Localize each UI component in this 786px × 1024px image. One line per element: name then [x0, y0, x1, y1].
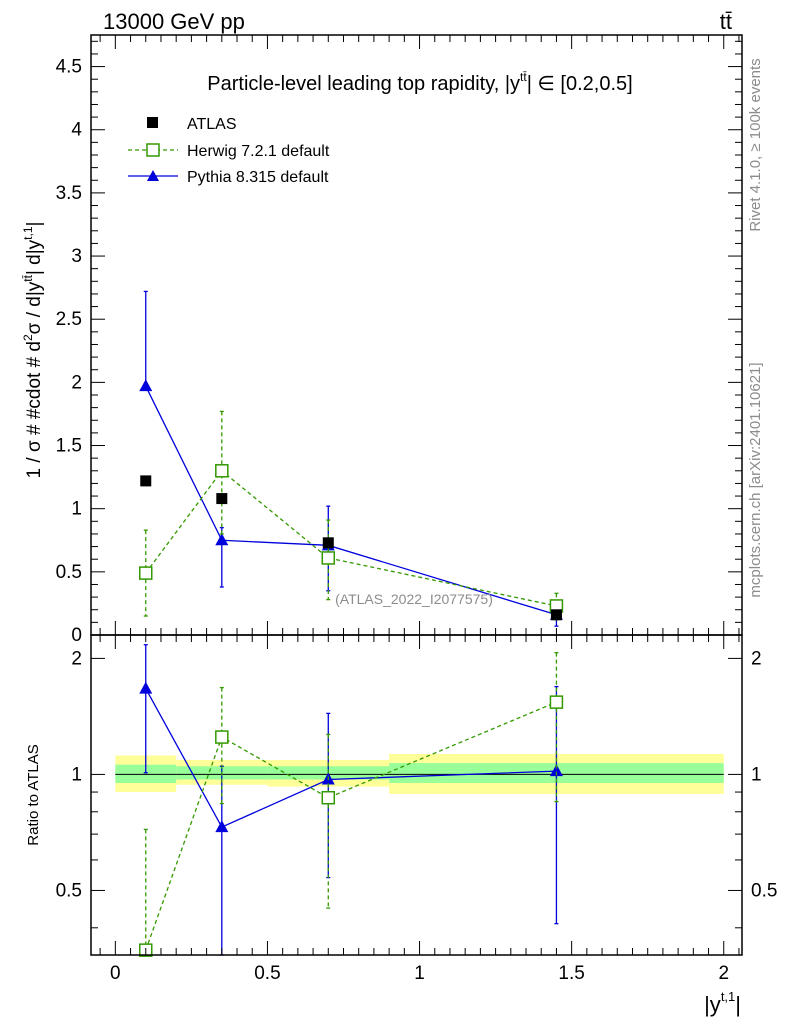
main-pythia-8-315-default-line — [145, 385, 557, 616]
ratio-plot-frame — [90, 634, 743, 956]
main-y-tick-label: 3 — [71, 246, 82, 267]
main-y-tick-label: 1 — [71, 499, 82, 520]
main-herwig-7-2-1-default-point — [215, 464, 229, 478]
main-y-tick-label: 2.5 — [56, 309, 82, 330]
ratio-y-tick-label: 1 — [71, 764, 82, 785]
ratio-herwig-7-2-1-default-point — [321, 790, 336, 805]
main-herwig-7-2-1-default-point — [139, 566, 153, 580]
main-atlas-point — [322, 537, 334, 549]
ratio-pythia-8-315-default-point — [215, 820, 229, 833]
x-tick-label: 1.5 — [558, 963, 584, 984]
main-y-tick-label: 2 — [71, 372, 82, 393]
x-tick-label: 0 — [110, 963, 121, 984]
ratio-herwig-7-2-1-default-point — [549, 695, 564, 709]
ratio-herwig-7-2-1-default-point — [215, 730, 229, 744]
main-pythia-8-315-default-point — [139, 379, 153, 392]
ratio-herwig-7-2-1-default-line — [145, 701, 557, 951]
main-y-tick-label: 0.5 — [56, 562, 82, 583]
x-tick-label: 0.5 — [254, 963, 280, 984]
ratio-pythia-8-315-default-point — [139, 681, 153, 694]
energy-label: 13000 GeV pp — [103, 9, 245, 34]
legend-pythia-marker — [147, 170, 159, 181]
ratio-y-tick-label: 2 — [71, 648, 82, 669]
main-plot-title: Particle-level leading top rapidity, |yt… — [207, 70, 632, 95]
ratio-y-tick-label-right: 2 — [751, 648, 762, 669]
legend: ATLAS Herwig 7.2.1 default Pythia 8.315 … — [128, 116, 330, 186]
main-herwig-7-2-1-default-line — [145, 469, 557, 607]
process-label: tt̄ — [720, 9, 732, 34]
main-y-tick-label: 4.5 — [56, 57, 82, 78]
legend-herwig-marker — [146, 143, 160, 157]
legend-herwig-label: Herwig 7.2.1 default — [187, 143, 330, 160]
ratio-plot-panel: 0.5 0.5 1 1 2 2 0 0.5 1 1.5 2 Ratio to ATLAS |yt,… — [25, 35, 777, 1017]
main-pythia-8-315-default-point — [215, 533, 229, 546]
rivet-label: Rivet 4.1.0, ≥ 100k events — [747, 58, 764, 231]
ratio-pythia-8-315-default-line — [145, 688, 557, 828]
legend-atlas-marker — [147, 117, 158, 128]
main-atlas-point — [216, 493, 228, 505]
ratio-y-tick-label: 0.5 — [56, 880, 82, 901]
main-y-axis-label: 1 / σ # #cdot # d2σ / d|ytt̄| d|yt,1| — [21, 222, 45, 479]
main-herwig-7-2-1-default-point — [321, 551, 336, 565]
analysis-watermark: (ATLAS_2022_I2077575) — [335, 591, 493, 607]
main-y-tick-label: 4 — [71, 120, 82, 141]
x-tick-label: 1 — [414, 963, 425, 984]
ratio-y-axis-label: Ratio to ATLAS — [25, 744, 42, 845]
main-y-tick-label: 1.5 — [56, 436, 82, 457]
x-axis-label: |yt,1| — [704, 989, 741, 1017]
main-atlas-point — [140, 475, 152, 487]
legend-pythia-label: Pythia 8.315 default — [187, 169, 329, 186]
mcplots-label: mcplots.cern.ch [arXiv:2401.10621] — [747, 362, 764, 597]
main-y-tick-label: 3.5 — [56, 183, 82, 204]
main-y-tick-label: 0 — [71, 625, 82, 646]
ratio-y-tick-label-right: 1 — [751, 764, 762, 785]
ratio-pythia-8-315-default-point — [549, 764, 563, 777]
ratio-uncertainty-band-green — [115, 764, 177, 784]
main-atlas-point — [550, 609, 562, 621]
main-plot-panel: 0 0.5 1 1.5 2 2.5 3 3.5 4 4.5 Particle-level lead… — [21, 34, 743, 646]
ratio-y-tick-label-right: 0.5 — [751, 880, 777, 901]
legend-atlas-label: ATLAS — [187, 116, 237, 133]
x-tick-label: 2 — [718, 963, 729, 984]
